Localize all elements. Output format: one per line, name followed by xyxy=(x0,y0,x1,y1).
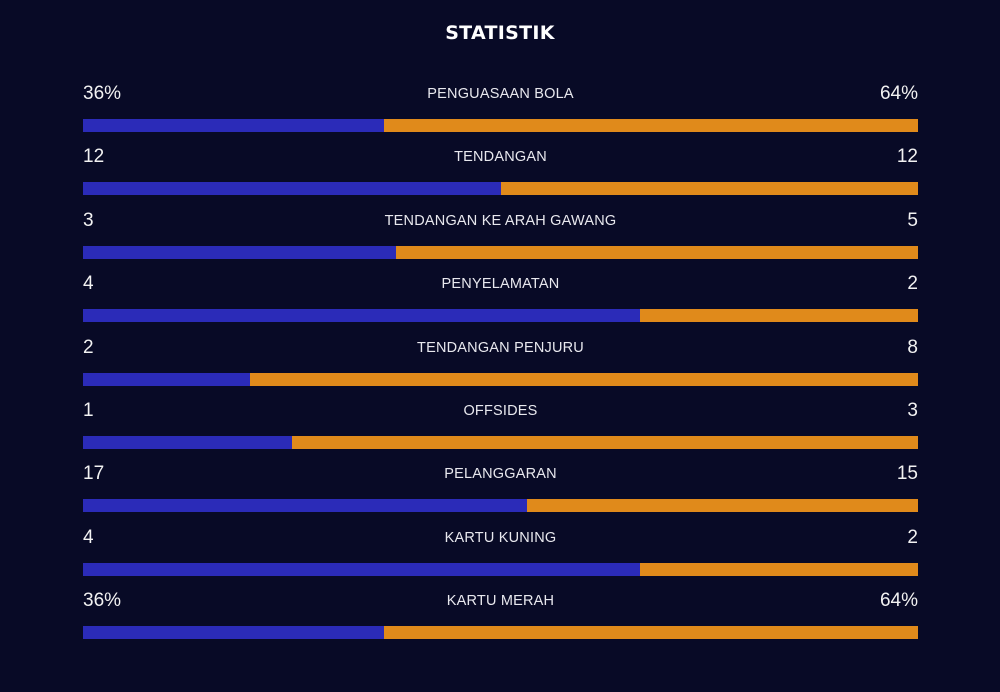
stat-row-fouls: 17 PELANGGARAN 15 xyxy=(83,460,918,523)
away-value: 15 xyxy=(896,463,918,485)
stat-row-shots: 12 TENDANGAN 12 xyxy=(83,143,918,206)
away-value: 64% xyxy=(879,590,918,612)
stat-row-shots-on-target: 3 TENDANGAN KE ARAH GAWANG 5 xyxy=(83,207,918,270)
away-bar-segment xyxy=(383,626,918,640)
stat-label: PENYELAMATAN xyxy=(441,276,560,293)
away-value: 8 xyxy=(907,336,918,358)
stat-bar xyxy=(83,182,918,196)
stat-row-corners: 2 TENDANGAN PENJURU 8 xyxy=(83,334,918,397)
home-value: 36% xyxy=(83,83,122,104)
away-bar-segment xyxy=(291,435,918,449)
stat-row-possession: 36% PENGUASAAN BOLA 64% xyxy=(83,80,918,143)
stat-bar xyxy=(83,372,918,386)
stat-label: KARTU MERAH xyxy=(446,593,555,610)
away-bar-segment xyxy=(500,182,918,196)
away-bar-segment xyxy=(639,562,918,576)
stat-bar xyxy=(83,245,918,259)
home-bar-segment xyxy=(83,626,384,640)
stat-row-yellow-cards: 4 KARTU KUNING 2 xyxy=(83,524,918,587)
home-bar-segment xyxy=(83,562,640,576)
stat-row-saves: 4 PENYELAMATAN 2 xyxy=(83,270,918,333)
away-value: 2 xyxy=(907,526,918,548)
home-value: 4 xyxy=(83,526,94,548)
away-bar-segment xyxy=(639,309,918,323)
stat-bar xyxy=(83,626,918,640)
home-bar-segment xyxy=(83,119,384,132)
home-bar-segment xyxy=(83,499,527,513)
stat-bar xyxy=(83,119,918,132)
stat-bar xyxy=(83,499,918,513)
stat-bar xyxy=(83,562,918,576)
away-bar-segment xyxy=(396,245,918,259)
home-value: 1 xyxy=(83,399,94,421)
away-bar-segment xyxy=(383,119,918,132)
away-value: 3 xyxy=(907,399,918,421)
home-bar-segment xyxy=(83,435,292,449)
stat-row-offsides: 1 OFFSIDES 3 xyxy=(83,397,918,460)
away-value: 12 xyxy=(896,146,918,168)
away-bar-segment xyxy=(526,499,918,513)
home-bar-segment xyxy=(83,182,501,196)
home-value: 2 xyxy=(83,336,94,358)
home-value: 36% xyxy=(83,590,122,612)
stat-label: TENDANGAN KE ARAH GAWANG xyxy=(384,212,617,229)
stat-bar xyxy=(83,435,918,449)
stat-bar xyxy=(83,309,918,323)
home-bar-segment xyxy=(83,309,640,323)
home-value: 3 xyxy=(83,209,94,231)
home-value: 17 xyxy=(83,463,105,485)
stat-label: KARTU KUNING xyxy=(444,529,557,546)
stat-label: OFFSIDES xyxy=(463,402,538,419)
away-bar-segment xyxy=(250,372,918,386)
stats-title: STATISTIK xyxy=(445,22,555,44)
home-bar-segment xyxy=(83,245,397,259)
stat-label: PENGUASAAN BOLA xyxy=(427,86,574,102)
stat-label: PELANGGARAN xyxy=(444,466,557,483)
stat-row-red-cards: 36% KARTU MERAH 64% xyxy=(83,587,918,650)
home-value: 12 xyxy=(83,146,105,168)
away-value: 64% xyxy=(879,83,918,104)
away-value: 5 xyxy=(907,209,918,231)
stat-label: TENDANGAN PENJURU xyxy=(417,339,584,356)
home-bar-segment xyxy=(83,372,250,386)
stat-label: TENDANGAN xyxy=(454,149,547,166)
home-value: 4 xyxy=(83,273,94,295)
away-value: 2 xyxy=(907,273,918,295)
stats-list: 36% PENGUASAAN BOLA 64% 12 TENDANGAN 12 … xyxy=(83,80,918,651)
